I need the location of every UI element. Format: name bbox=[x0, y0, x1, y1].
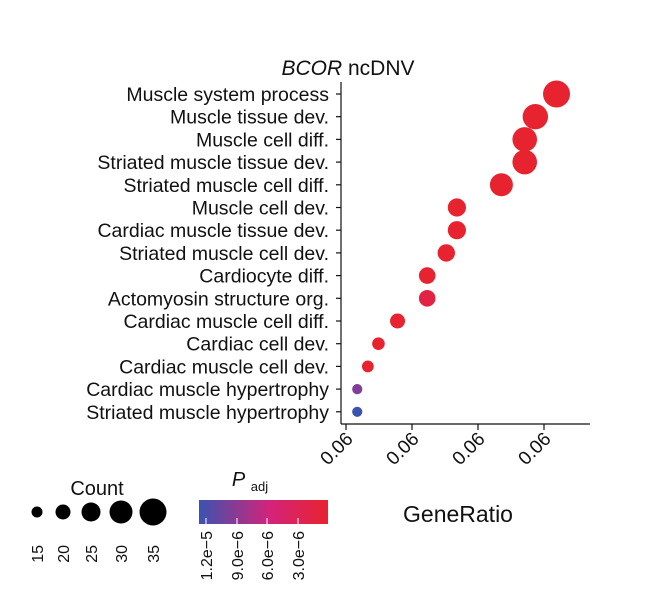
y-tick-label: Striated muscle cell diff. bbox=[123, 175, 329, 197]
y-tick-label: Muscle system process bbox=[126, 84, 329, 106]
data-point bbox=[418, 290, 436, 307]
size-legend-dot bbox=[109, 500, 133, 524]
color-legend-label: 6.0e−6 bbox=[260, 531, 277, 580]
data-point bbox=[418, 267, 436, 284]
x-axis-tick-labels: 0.06 0.06 0.06 0.06 bbox=[317, 429, 556, 470]
size-legend-label: 15 bbox=[30, 545, 47, 563]
size-legend-dot bbox=[31, 506, 43, 518]
y-tick-label: Muscle cell dev. bbox=[192, 198, 329, 220]
size-legend-title: Count bbox=[70, 478, 124, 500]
y-tick-label: Striated muscle tissue dev. bbox=[97, 152, 329, 174]
color-legend-ticks: 1.2e−5 9.0e−6 6.0e−6 3.0e−6 bbox=[199, 518, 308, 580]
color-legend-title-sub: adj bbox=[251, 479, 268, 494]
size-legend-dot bbox=[81, 502, 101, 522]
y-tick-label: Cardiac muscle hypertrophy bbox=[86, 379, 329, 401]
data-point bbox=[361, 360, 374, 373]
size-legend-dot bbox=[139, 498, 167, 526]
color-legend-title: P adj bbox=[232, 469, 268, 494]
data-point bbox=[543, 80, 571, 108]
size-legend-label: 20 bbox=[56, 545, 73, 563]
x-tick-label: 0.06 bbox=[317, 429, 358, 470]
data-point bbox=[390, 313, 406, 329]
x-tick-label: 0.06 bbox=[449, 429, 490, 470]
y-tick-label: Actomyosin structure org. bbox=[108, 288, 329, 310]
data-point bbox=[352, 384, 363, 395]
y-tick-label: Striated muscle hypertrophy bbox=[86, 402, 329, 424]
color-legend-label: 1.2e−5 bbox=[199, 531, 216, 580]
color-legend-title-main: P bbox=[232, 469, 246, 491]
data-point bbox=[522, 104, 549, 130]
data-point bbox=[437, 244, 455, 262]
size-legend-label: 25 bbox=[84, 545, 101, 563]
x-axis-label: GeneRatio bbox=[403, 501, 513, 527]
x-tick-label: 0.06 bbox=[383, 429, 424, 470]
data-point bbox=[512, 127, 538, 152]
color-legend-label: 9.0e−6 bbox=[230, 531, 247, 580]
data-point bbox=[512, 149, 538, 175]
data-point bbox=[447, 198, 466, 217]
data-point bbox=[447, 221, 466, 240]
size-legend: 15 20 25 30 35 bbox=[30, 498, 167, 563]
y-tick-label: Cardiac muscle tissue dev. bbox=[97, 220, 329, 242]
chart-title: BCOR ncDNV bbox=[281, 57, 414, 80]
size-legend-label: 35 bbox=[146, 545, 163, 563]
x-tick-label: 0.06 bbox=[515, 429, 556, 470]
size-legend-dot bbox=[55, 504, 71, 520]
y-tick-label: Muscle cell diff. bbox=[196, 129, 329, 151]
chart-title-gene: BCOR bbox=[281, 57, 342, 80]
y-tick-label: Cardiocyte diff. bbox=[199, 266, 329, 288]
y-tick-label: Striated muscle cell dev. bbox=[119, 243, 329, 265]
size-legend-label: 30 bbox=[114, 545, 131, 563]
data-points bbox=[352, 80, 571, 417]
y-axis-ticks bbox=[336, 93, 341, 413]
data-point bbox=[352, 406, 363, 417]
y-tick-label: Cardiac muscle cell diff. bbox=[123, 311, 329, 333]
data-point bbox=[372, 337, 385, 351]
y-tick-label: Cardiac cell dev. bbox=[186, 334, 329, 356]
data-point bbox=[489, 173, 513, 197]
color-legend-label: 3.0e−6 bbox=[291, 531, 308, 580]
color-legend-bar bbox=[199, 500, 328, 524]
y-tick-label: Muscle tissue dev. bbox=[170, 107, 329, 129]
y-tick-label: Cardiac muscle cell dev. bbox=[119, 356, 329, 378]
x-axis-ticks bbox=[345, 424, 545, 430]
chart-title-suffix: ncDNV bbox=[348, 57, 415, 80]
